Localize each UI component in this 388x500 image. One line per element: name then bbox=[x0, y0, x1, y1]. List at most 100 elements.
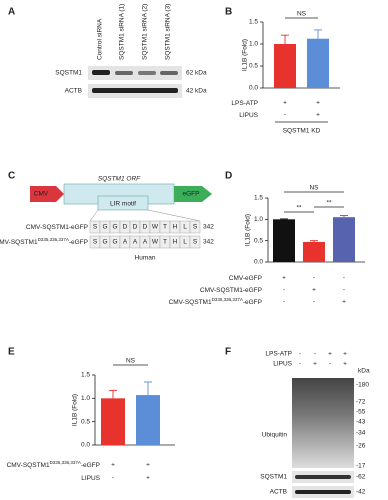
sequence-label: CMV-SQSTM1-eGFP bbox=[26, 224, 88, 231]
band bbox=[92, 70, 110, 75]
y-tick-label: 0.0 bbox=[81, 442, 90, 449]
label-text: LPS-ATP bbox=[231, 100, 258, 107]
residue: T bbox=[163, 224, 167, 231]
size-marker: -55 bbox=[356, 409, 366, 416]
bar bbox=[273, 219, 295, 262]
connector bbox=[89, 209, 99, 222]
band bbox=[92, 88, 178, 93]
residue: W bbox=[152, 239, 159, 246]
blot-label: ACTB bbox=[270, 489, 287, 496]
condition-label: LIPUS bbox=[239, 112, 258, 119]
y-tick-label: 1.0 bbox=[254, 216, 263, 223]
residue: D bbox=[143, 224, 148, 231]
condition-label: CMV-eGFP bbox=[229, 275, 262, 282]
label-text: CMV-SQSTM1-eGFP bbox=[26, 224, 88, 231]
size-marker: -34 bbox=[356, 430, 366, 437]
y-tick-label: 1.5 bbox=[254, 195, 263, 202]
panel-letter: B bbox=[225, 7, 232, 18]
residue-box bbox=[189, 235, 201, 249]
band bbox=[115, 71, 133, 75]
residue-number: 342 bbox=[203, 224, 214, 231]
label-text: CMV-SQSTM1 bbox=[0, 239, 38, 246]
condition-label: LPS-ATP bbox=[265, 351, 292, 358]
size-marker: -17 bbox=[356, 463, 366, 470]
y-axis-label: IL1B (Fold) bbox=[72, 394, 79, 426]
motif-label: LIR motif bbox=[110, 201, 136, 208]
blot-label: Ubiquitin bbox=[262, 432, 288, 439]
y-tick-label: 1.0 bbox=[249, 41, 258, 48]
condition-mark: - bbox=[299, 351, 301, 358]
label-superscript: D335,336,337A bbox=[50, 460, 81, 465]
y-tick-label: 1.0 bbox=[81, 395, 90, 402]
panel-letter: C bbox=[8, 171, 15, 182]
orf-label: SQSTM1 ORF bbox=[98, 176, 141, 183]
panel-letter: D bbox=[225, 171, 232, 182]
condition-label: LPS-ATP bbox=[231, 100, 258, 107]
residue-number: 342 bbox=[203, 239, 214, 246]
condition-mark: - bbox=[343, 287, 345, 294]
condition-mark: - bbox=[314, 351, 316, 358]
label-text: -eGFP bbox=[81, 462, 100, 469]
condition-mark: - bbox=[284, 112, 286, 119]
label-text: CMV-SQSTM1 bbox=[169, 299, 212, 306]
y-axis-label: IL1B (Fold) bbox=[242, 39, 249, 71]
size-label: 42 kDa bbox=[186, 88, 207, 95]
blot-label: ACTB bbox=[65, 88, 82, 95]
egfp-arrow bbox=[174, 186, 212, 202]
residue: A bbox=[133, 239, 138, 246]
label-text: CMV-SQSTM1 bbox=[7, 462, 50, 469]
blot-label: SQSTM1 bbox=[260, 474, 287, 481]
condition-mark: + bbox=[313, 361, 317, 368]
condition-mark: - bbox=[313, 299, 315, 306]
residue: H bbox=[173, 224, 178, 231]
y-tick-label: 0.0 bbox=[254, 259, 263, 266]
significance-label: ** bbox=[296, 205, 302, 212]
condition-mark: + bbox=[282, 275, 286, 282]
bar bbox=[333, 217, 355, 262]
y-tick-label: 1.5 bbox=[249, 19, 258, 26]
residue: S bbox=[93, 239, 98, 246]
residue: A bbox=[123, 239, 128, 246]
condition-label: CMV-SQSTM1D335,336,337A-eGFP bbox=[7, 460, 100, 469]
lane-label: SQSTM1 siRNA (3) bbox=[165, 4, 172, 60]
bar bbox=[136, 395, 160, 445]
residue: H bbox=[173, 239, 178, 246]
residue: G bbox=[102, 224, 107, 231]
unit-label: kDa bbox=[358, 368, 370, 375]
condition-label: LIPUS bbox=[81, 475, 100, 482]
residue: S bbox=[93, 224, 98, 231]
connector bbox=[147, 209, 201, 222]
condition-mark: - bbox=[329, 361, 331, 368]
significance-label: NS bbox=[309, 185, 319, 192]
group-label: SQSTM1 KD bbox=[283, 128, 321, 135]
condition-mark: + bbox=[111, 462, 115, 469]
condition-mark: + bbox=[343, 361, 347, 368]
condition-mark: - bbox=[112, 475, 114, 482]
condition-mark: + bbox=[342, 299, 346, 306]
size-marker: -42 bbox=[356, 489, 366, 496]
condition-mark: + bbox=[146, 475, 150, 482]
condition-mark: - bbox=[283, 299, 285, 306]
label-text: -eGFP bbox=[69, 239, 88, 246]
residue: G bbox=[112, 239, 117, 246]
cmv-arrow bbox=[30, 186, 64, 202]
residue: L bbox=[183, 239, 187, 246]
size-marker: -26 bbox=[356, 443, 366, 450]
promoter-label: CMV bbox=[34, 191, 49, 198]
label-text: LIPUS bbox=[239, 112, 258, 119]
panel-letter: F bbox=[225, 347, 231, 358]
y-tick-label: 1.5 bbox=[81, 372, 90, 379]
condition-mark: + bbox=[316, 112, 320, 119]
residue: A bbox=[143, 239, 148, 246]
label-text: LIPUS bbox=[81, 475, 100, 482]
condition-mark: + bbox=[146, 462, 150, 469]
species-label: Human bbox=[135, 255, 156, 262]
panel-letter: E bbox=[8, 347, 15, 358]
lane-label: SQSTM1 siRNA (2) bbox=[142, 4, 149, 60]
residue: D bbox=[123, 224, 128, 231]
residue: T bbox=[163, 239, 167, 246]
residue-box bbox=[189, 220, 201, 234]
band bbox=[295, 490, 351, 494]
size-marker: -72 bbox=[356, 399, 366, 406]
condition-mark: + bbox=[328, 351, 332, 358]
